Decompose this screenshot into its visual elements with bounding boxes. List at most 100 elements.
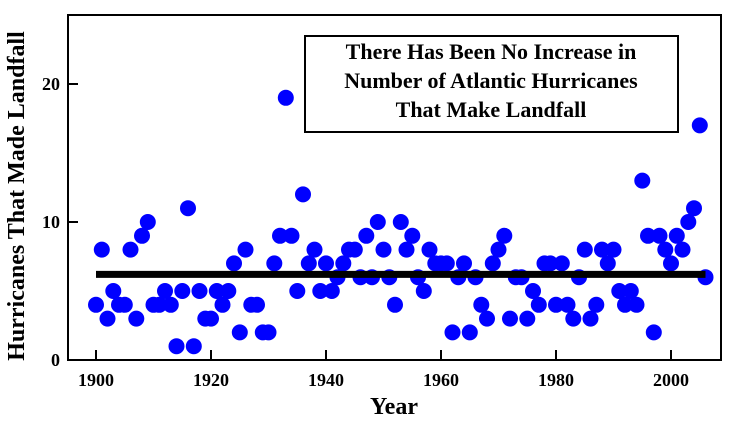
data-point-1990: [605, 241, 622, 258]
x-tick-label-1980: 1980: [538, 370, 574, 390]
y-tick-label-0: 0: [51, 350, 60, 370]
data-point-1918: [191, 283, 208, 299]
title-line-2: Number of Atlantic Hurricanes: [344, 68, 638, 93]
data-point-1920: [203, 310, 219, 327]
data-point-1954: [398, 241, 415, 258]
data-point-1935: [289, 283, 306, 299]
data-point-1996: [640, 227, 656, 244]
y-axis-label: Hurricanes That Made Landfall: [4, 31, 30, 361]
x-tick-label-1960: 1960: [423, 370, 459, 390]
data-point-2001: [668, 227, 685, 244]
data-point-1975: [519, 310, 536, 327]
data-point-1907: [128, 310, 145, 327]
x-tick-label-1900: 1900: [78, 370, 114, 390]
data-point-2005: [691, 117, 708, 134]
data-point-1926: [237, 241, 254, 258]
data-point-1911: [151, 296, 168, 313]
data-point-1992: [617, 296, 633, 313]
data-point-1982: [559, 296, 576, 313]
data-point-1908: [134, 227, 150, 244]
data-point-1993: [622, 283, 639, 299]
data-point-1976: [525, 283, 541, 299]
data-point-1995: [634, 172, 651, 189]
data-point-2003: [680, 214, 697, 230]
data-point-1909: [139, 214, 156, 230]
data-point-1969: [484, 255, 501, 272]
data-point-1940: [318, 255, 334, 272]
data-point-1949: [369, 214, 386, 230]
data-point-1925: [231, 324, 248, 341]
data-point-1958: [421, 241, 438, 258]
data-point-1934: [283, 227, 300, 244]
data-point-1943: [335, 255, 352, 272]
data-point-2004: [686, 200, 702, 217]
data-point-1955: [404, 227, 421, 244]
x-tick-label-1920: 1920: [193, 370, 229, 390]
y-tick-label-20: 20: [42, 74, 60, 94]
data-point-1938: [306, 241, 323, 258]
data-point-1952: [387, 296, 403, 313]
data-point-1905: [116, 296, 133, 313]
title-line-1: There Has Been No Increase in: [346, 39, 637, 64]
data-point-1989: [599, 255, 616, 272]
x-axis-label: Year: [370, 394, 418, 420]
data-point-1912: [157, 283, 173, 299]
data-point-1967: [473, 296, 490, 313]
data-point-1979: [542, 255, 559, 272]
data-point-1922: [214, 296, 231, 313]
data-point-1968: [479, 310, 495, 327]
data-point-2002: [674, 241, 691, 258]
data-point-1985: [576, 241, 593, 258]
data-point-1923: [220, 283, 237, 299]
data-point-1953: [392, 214, 409, 230]
data-point-1930: [260, 324, 277, 341]
data-point-1981: [553, 255, 570, 272]
data-point-1932: [272, 227, 288, 244]
data-point-1900: [88, 296, 104, 313]
data-point-1945: [346, 241, 363, 258]
data-points: [88, 89, 714, 355]
title-box: There Has Been No Increase in Number of …: [304, 35, 679, 133]
data-point-1902: [99, 310, 116, 327]
data-point-1987: [588, 296, 605, 313]
data-point-1915: [174, 283, 191, 299]
data-point-1965: [461, 324, 478, 341]
x-tick-label-1940: 1940: [308, 370, 344, 390]
title-box-frame: [304, 35, 679, 133]
x-axis-ticks: 1900 1920 1940 1960 1980 2000: [78, 350, 689, 390]
data-point-1901: [93, 241, 110, 258]
data-point-1939: [312, 283, 329, 299]
y-axis-ticks: 0 10 20: [42, 74, 78, 370]
data-point-1972: [502, 310, 518, 327]
data-point-1994: [628, 296, 645, 313]
data-point-1933: [277, 89, 294, 106]
plot-frame: [67, 14, 722, 361]
data-point-1921: [208, 283, 225, 299]
data-point-1906: [122, 241, 139, 258]
data-point-1997: [645, 324, 662, 341]
data-point-1971: [496, 227, 513, 244]
data-point-1916: [180, 200, 196, 217]
data-point-1903: [105, 283, 122, 299]
data-point-1931: [266, 255, 283, 272]
data-point-1941: [323, 283, 340, 299]
data-point-1988: [594, 241, 610, 258]
data-point-1961: [438, 255, 455, 272]
data-point-1970: [490, 241, 507, 258]
data-point-1914: [168, 338, 185, 355]
data-point-1986: [582, 310, 599, 327]
data-point-1983: [565, 310, 582, 327]
data-point-1991: [611, 283, 628, 299]
data-point-1947: [358, 227, 375, 244]
data-point-1928: [249, 296, 265, 313]
data-point-1913: [162, 296, 179, 313]
x-tick-label-2000: 2000: [653, 370, 689, 390]
data-point-1980: [548, 296, 564, 313]
y-tick-label-10: 10: [42, 212, 60, 232]
data-point-2000: [663, 255, 679, 272]
data-point-1957: [415, 283, 432, 299]
data-point-1999: [657, 241, 674, 258]
title-line-3: That Make Landfall: [396, 97, 587, 122]
data-point-1924: [226, 255, 242, 272]
